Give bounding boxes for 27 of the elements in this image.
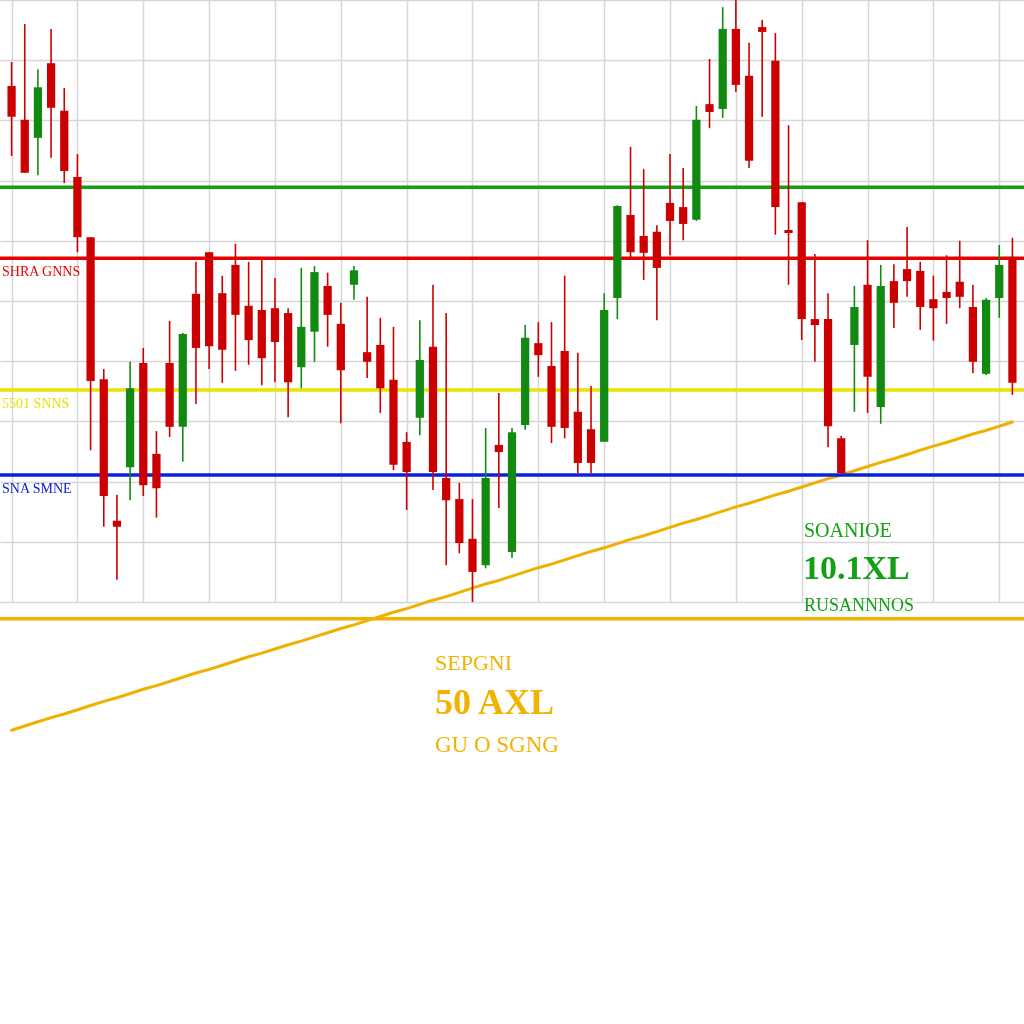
candlestick bbox=[942, 254, 951, 325]
candlestick bbox=[758, 19, 767, 118]
annotation: SOANIOE bbox=[804, 519, 892, 541]
candlestick bbox=[442, 312, 451, 567]
candlestick bbox=[363, 295, 372, 379]
ref-line-label: SNA SMNE bbox=[2, 480, 72, 496]
candlestick bbox=[705, 58, 714, 130]
candlestick bbox=[665, 153, 675, 257]
text: SEPGNI bbox=[435, 650, 513, 675]
text: 50 AXL bbox=[435, 682, 555, 722]
candlestick bbox=[679, 167, 688, 241]
text: GU O SGNG bbox=[435, 732, 559, 757]
candlestick bbox=[349, 265, 359, 301]
candlestick bbox=[955, 240, 964, 310]
annotation: RUSANNNOS bbox=[804, 595, 915, 615]
candlestick bbox=[902, 226, 912, 298]
ref-line-label: 5501 SNNS bbox=[2, 396, 70, 412]
annotation: 10.1XL bbox=[803, 549, 910, 586]
candlestick bbox=[534, 321, 543, 378]
candlestick bbox=[639, 168, 648, 281]
candlestick bbox=[810, 253, 820, 363]
candlestick bbox=[929, 274, 938, 342]
candlestick bbox=[112, 494, 122, 581]
candlestick bbox=[494, 392, 503, 509]
candlestick bbox=[784, 124, 793, 286]
ref-line-label: SHRA GNNS bbox=[2, 264, 81, 280]
candlestick bbox=[889, 263, 899, 329]
